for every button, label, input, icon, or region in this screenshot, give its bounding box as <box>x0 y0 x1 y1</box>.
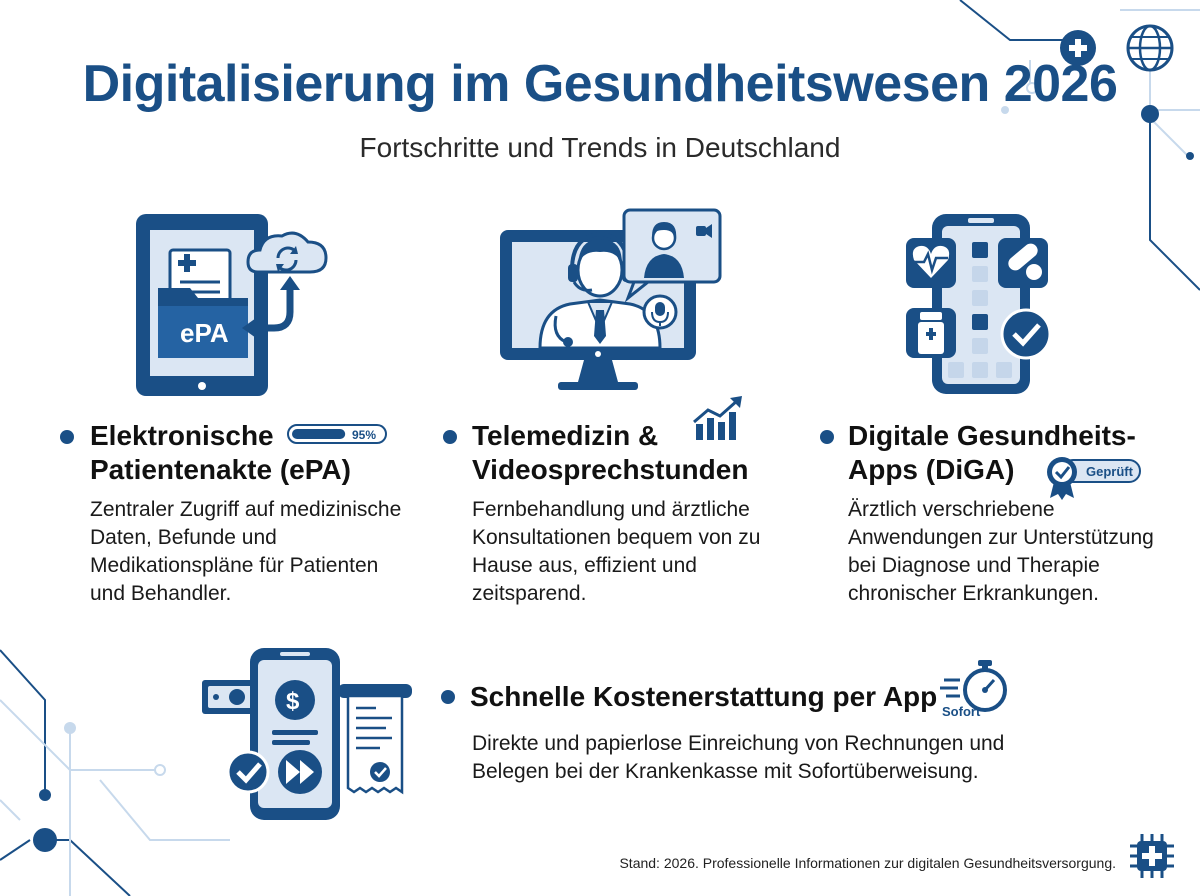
bullet-dot <box>60 430 74 444</box>
bullet-dot <box>443 430 457 444</box>
section-kostenerstattung-heading: Schnelle Kostenerstattung per App <box>470 681 938 712</box>
description-line: Hause aus, effizient und <box>472 554 697 577</box>
receipt-icon <box>338 684 412 795</box>
description-line: chronischer Erkrankungen. <box>848 582 1099 605</box>
heart-pulse-icon <box>906 238 956 288</box>
page-title: Digitalisierung im Gesundheitswesen 2026 <box>82 55 1118 113</box>
section-epa-heading-line2: Patientenakte (ePA) <box>90 454 351 485</box>
microphone-icon <box>642 294 678 330</box>
description-line: Anwendungen zur Unterstützung <box>848 526 1154 549</box>
description-line: Direkte und papierlose Einreichung von R… <box>472 732 1005 755</box>
section-telemedizin-heading-line1: Telemedizin & <box>472 420 659 451</box>
description-line: Daten, Befunde und <box>90 526 277 549</box>
globe-icon <box>1126 24 1174 72</box>
svg-text:$: $ <box>286 688 300 715</box>
section-telemedizin-description: Fernbehandlung und ärztliche Konsultatio… <box>472 496 792 608</box>
telemedicine-monitor-icon <box>500 208 722 390</box>
cloud-sync-icon <box>246 231 328 274</box>
description-line: und Behandler. <box>90 582 232 605</box>
progress-fill <box>292 429 346 439</box>
certified-badge-label: Geprüft <box>1086 464 1134 479</box>
description-line: Zentraler Zugriff auf medizinische <box>90 498 402 521</box>
progress-label: 95% <box>352 428 376 442</box>
section-epa-heading-line1: Elektronische <box>90 420 274 451</box>
description-line: bei Diagnose und Therapie <box>848 554 1100 577</box>
description-line: Belegen bei der Krankenkasse mit Sofortü… <box>472 760 979 783</box>
page-subtitle: Fortschritte und Trends in Deutschland <box>359 132 841 163</box>
epa-folder-label: ePA <box>180 318 229 348</box>
smartphone-apps-icon <box>906 214 1052 394</box>
section-epa-description: Zentraler Zugriff auf medizinische Daten… <box>90 496 430 608</box>
medical-cross-icon <box>1060 30 1096 66</box>
section-diga-heading-line2: Apps (DiGA) <box>848 454 1015 485</box>
instant-badge-label: Sofort <box>942 704 981 719</box>
trend-chart-icon <box>693 396 742 440</box>
medicine-bottle-icon <box>906 308 956 358</box>
section-kostenerstattung-description: Direkte und papierlose Einreichung von R… <box>472 730 1032 786</box>
description-line: zeitsparend. <box>472 582 587 605</box>
bullet-dot <box>441 690 455 704</box>
description-line: Konsultationen bequem von zu <box>472 526 761 549</box>
chat-bubble-icon <box>622 208 722 303</box>
payment-phone-icon: $ <box>202 648 412 820</box>
medical-chip-icon <box>1130 834 1174 878</box>
section-diga-description: Ärztlich verschriebene Anwendungen zur U… <box>848 496 1168 608</box>
footer-note: Stand: 2026. Professionelle Informatione… <box>619 855 1116 871</box>
description-line: Ärztlich verschriebene <box>848 498 1055 521</box>
bullet-dot <box>820 430 834 444</box>
pills-icon <box>998 238 1048 288</box>
tablet-folder-icon: ePA <box>136 214 328 396</box>
description-line: Fernbehandlung und ärztliche <box>472 498 750 521</box>
description-line: Medikationspläne für Patienten <box>90 554 379 577</box>
award-badge-icon: Geprüft <box>1047 457 1141 500</box>
stopwatch-icon: Sofort <box>940 660 1007 719</box>
fast-forward-icon <box>278 750 322 794</box>
progress-badge: 95% <box>287 424 387 444</box>
check-circle-icon <box>1000 308 1052 360</box>
section-diga-heading-line1: Digitale Gesundheits- <box>848 420 1136 451</box>
section-telemedizin-heading-line2: Videosprechstunden <box>472 454 749 485</box>
